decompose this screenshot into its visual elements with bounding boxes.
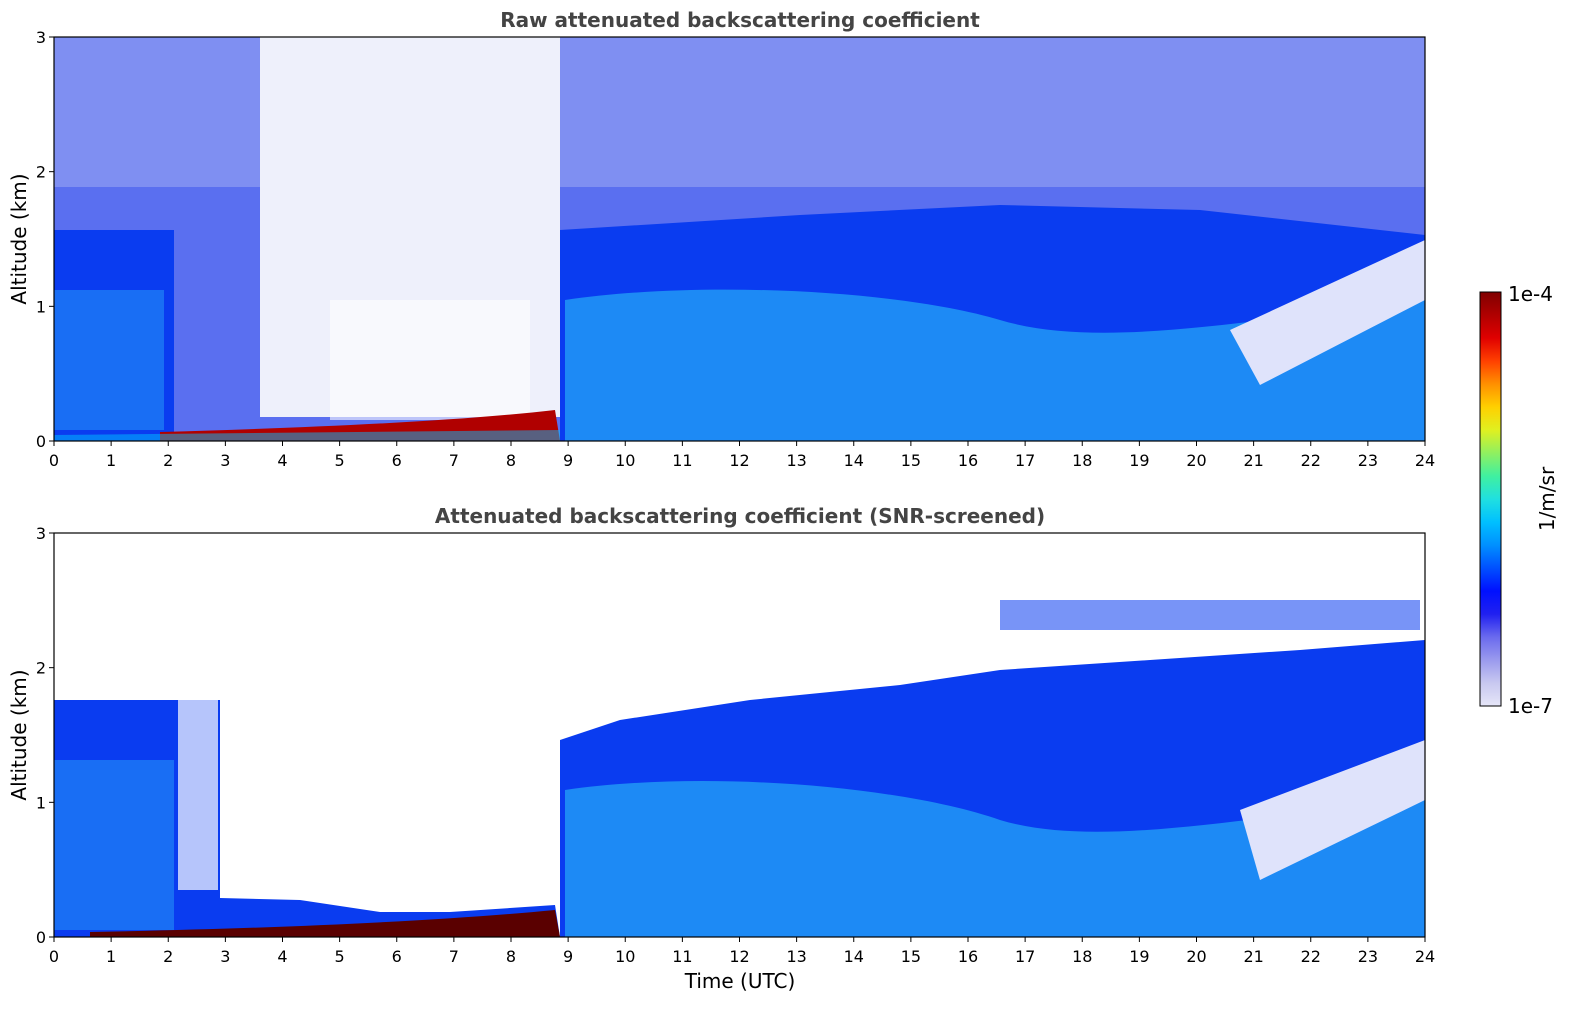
top-plot-area (53, 36, 1426, 442)
x-tick-label: 0 (49, 451, 59, 470)
x-tick-label: 24 (1415, 947, 1435, 966)
top-upper-noise (54, 37, 1425, 187)
x-tick-label: 12 (729, 947, 749, 966)
y-tick-label: 3 (36, 524, 46, 543)
x-tick-label: 10 (615, 451, 635, 470)
colorbar-max-label: 1e-4 (1508, 282, 1553, 306)
x-tick-label: 8 (506, 947, 516, 966)
x-tick-label: 2 (163, 947, 173, 966)
x-tick-label: 14 (844, 947, 864, 966)
x-tick-label: 10 (615, 947, 635, 966)
x-tick-label: 15 (901, 947, 921, 966)
x-tick-label: 1 (106, 451, 116, 470)
bottom-y-ticks: 0 1 2 3 (36, 524, 54, 947)
x-tick-label: 20 (1186, 451, 1206, 470)
x-tick-label: 22 (1301, 947, 1321, 966)
bottom-panel: Attenuated backscattering coefficient (S… (7, 504, 1435, 993)
top-panel-title: Raw attenuated backscattering coefficien… (500, 8, 980, 32)
x-tick-label: 5 (335, 451, 345, 470)
colorbar-gradient (1479, 291, 1502, 707)
bottom-surface-layer (90, 910, 560, 937)
x-tick-label: 23 (1358, 947, 1378, 966)
x-tick-label: 6 (392, 947, 402, 966)
x-tick-label: 19 (1129, 947, 1149, 966)
x-tick-label: 5 (335, 947, 345, 966)
top-y-axis-label: Altitude (km) (7, 173, 31, 304)
top-gap-white (330, 300, 530, 420)
x-tick-label: 16 (958, 451, 978, 470)
bottom-morning-gap (178, 700, 218, 890)
x-tick-label: 20 (1186, 947, 1206, 966)
bottom-x-axis-label: Time (UTC) (684, 969, 796, 993)
x-tick-label: 11 (672, 947, 692, 966)
colorbar-unit-label: 1/m/sr (1535, 466, 1559, 531)
x-tick-label: 6 (392, 451, 402, 470)
x-tick-label: 17 (1015, 947, 1035, 966)
x-tick-label: 24 (1415, 451, 1435, 470)
x-tick-label: 3 (220, 947, 230, 966)
y-tick-label: 3 (36, 28, 46, 47)
x-tick-label: 9 (563, 451, 573, 470)
colorbar-min-label: 1e-7 (1508, 694, 1553, 718)
x-tick-label: 3 (220, 451, 230, 470)
top-surface-cyan (54, 430, 560, 441)
y-tick-label: 2 (36, 659, 46, 678)
top-sloping-feature (1230, 240, 1425, 385)
bottom-plot-area (53, 532, 1426, 938)
x-tick-label: 18 (1072, 451, 1092, 470)
top-afternoon-core (565, 289, 1425, 441)
y-tick-label: 2 (36, 163, 46, 182)
x-tick-label: 15 (901, 451, 921, 470)
x-tick-label: 14 (844, 451, 864, 470)
top-morning-core (54, 290, 164, 430)
x-tick-label: 23 (1358, 451, 1378, 470)
x-tick-label: 9 (563, 947, 573, 966)
y-tick-label: 1 (36, 297, 46, 316)
x-tick-label: 18 (1072, 947, 1092, 966)
y-tick-label: 0 (36, 928, 46, 947)
x-tick-label: 7 (449, 451, 459, 470)
x-tick-label: 21 (1243, 947, 1263, 966)
bottom-panel-title: Attenuated backscattering coefficient (S… (435, 504, 1045, 528)
colorbar: 1e-4 1e-7 1/m/sr (1479, 282, 1559, 718)
x-tick-label: 7 (449, 947, 459, 966)
x-tick-label: 22 (1301, 451, 1321, 470)
x-tick-label: 21 (1243, 451, 1263, 470)
bottom-elevated-layer (1000, 600, 1420, 630)
x-tick-label: 19 (1129, 451, 1149, 470)
top-panel: Raw attenuated backscattering coefficien… (7, 8, 1435, 470)
x-tick-label: 17 (1015, 451, 1035, 470)
x-tick-label: 16 (958, 947, 978, 966)
top-y-ticks: 0 1 2 3 (36, 28, 54, 451)
x-tick-label: 2 (163, 451, 173, 470)
bottom-sloping-feature (1240, 740, 1425, 880)
x-tick-label: 13 (786, 947, 806, 966)
bottom-morning-core (54, 760, 174, 930)
bottom-afternoon-core (565, 781, 1425, 937)
x-tick-label: 4 (277, 451, 287, 470)
x-tick-label: 13 (786, 451, 806, 470)
x-tick-label: 4 (277, 947, 287, 966)
bottom-y-axis-label: Altitude (km) (7, 669, 31, 800)
x-tick-label: 12 (729, 451, 749, 470)
y-tick-label: 0 (36, 432, 46, 451)
top-x-ticks: 0 1 2 3 4 5 6 7 8 9 10 11 12 13 14 15 16 17 18 19 20 21 22 23 24 (49, 441, 1435, 470)
bottom-x-ticks: 0 1 2 3 4 5 6 7 8 9 10 11 12 13 14 15 16 17 18 19 20 21 22 23 24 (49, 937, 1435, 966)
x-tick-label: 8 (506, 451, 516, 470)
x-tick-label: 11 (672, 451, 692, 470)
x-tick-label: 1 (106, 947, 116, 966)
x-tick-label: 0 (49, 947, 59, 966)
y-tick-label: 1 (36, 793, 46, 812)
